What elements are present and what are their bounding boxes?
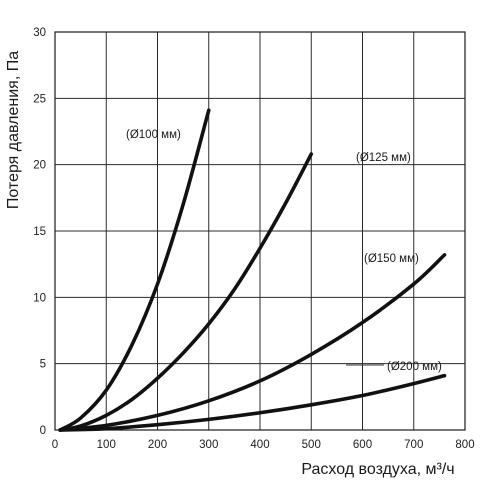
y-tick-label: 25 <box>33 93 46 105</box>
x-tick-label: 0 <box>52 439 58 451</box>
x-tick-label: 700 <box>404 439 423 451</box>
series-line-d150 <box>58 253 447 432</box>
series-label-d100: (Ø100 мм) <box>126 129 181 141</box>
series-line-d100 <box>58 108 211 432</box>
series-labels: (Ø100 мм) (Ø125 мм) (Ø150 мм) (Ø200 мм) <box>126 129 442 373</box>
y-tick-label: 0 <box>40 425 46 437</box>
y-tick-label: 10 <box>33 292 46 304</box>
x-axis-label: Расход воздуха, м³/ч <box>301 461 454 478</box>
series-label-d200: (Ø200 мм) <box>387 361 442 373</box>
x-tick-label: 100 <box>97 439 116 451</box>
plot-frame <box>54 31 466 431</box>
y-tick-label: 15 <box>33 226 46 238</box>
y-axis-label: Потеря давления, Па <box>5 51 22 209</box>
x-tick-label: 500 <box>302 439 321 451</box>
tick-labels: 0 100 200 300 400 500 600 700 800 0 5 10 15 20 25 30 <box>33 27 474 451</box>
series-label-d150: (Ø150 мм) <box>364 253 419 265</box>
x-tick-label: 600 <box>353 439 372 451</box>
x-tick-label: 800 <box>455 439 474 451</box>
y-tick-label: 20 <box>33 160 46 172</box>
x-tick-label: 400 <box>250 439 269 451</box>
series-line-d200 <box>58 373 447 432</box>
y-tick-label: 5 <box>40 359 46 371</box>
y-tick-label: 30 <box>33 27 46 39</box>
series-label-d125: (Ø125 мм) <box>356 152 411 164</box>
series-curves <box>58 108 447 432</box>
x-tick-label: 200 <box>148 439 167 451</box>
x-tick-label: 300 <box>199 439 218 451</box>
series-line-d125 <box>58 152 314 432</box>
